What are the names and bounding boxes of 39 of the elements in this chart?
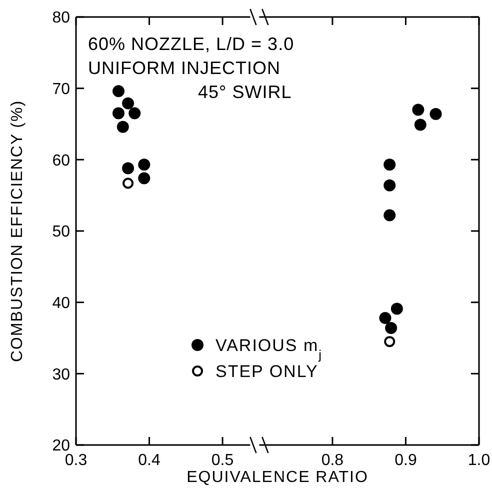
- y-tick-label: 50: [52, 224, 70, 241]
- y-tick-label: 40: [52, 294, 70, 312]
- annotation: 45° SWIRL: [198, 82, 292, 102]
- point: [128, 107, 141, 120]
- x-tick-label: 0.3: [64, 452, 88, 469]
- x-tick-label: 1.0: [468, 452, 490, 469]
- point: [122, 162, 134, 174]
- point: [112, 107, 124, 120]
- legend-label: STEP ONLY: [216, 362, 318, 381]
- x-axis-title: EQUIVALENCE RATIO: [186, 469, 368, 486]
- y-tick-label: 70: [52, 80, 70, 98]
- y-tick-label: 80: [52, 10, 70, 27]
- y-tick-label: 20: [52, 438, 70, 455]
- point: [384, 158, 396, 171]
- point: [112, 85, 124, 98]
- point: [384, 209, 396, 222]
- point: [384, 336, 396, 348]
- y-tick-label: 30: [52, 366, 70, 384]
- point: [414, 118, 426, 131]
- point: [384, 179, 396, 192]
- point: [122, 178, 134, 189]
- x-tick-label: 0.5: [211, 452, 234, 469]
- point: [412, 104, 424, 116]
- point: [430, 108, 442, 120]
- y-axis-title: COMBUSTION EFFICIENCY (%): [9, 100, 26, 362]
- point: [390, 302, 403, 315]
- legend-label: VARIOUS m$_{j}$: [216, 336, 322, 362]
- point: [116, 120, 129, 133]
- point: [379, 312, 392, 324]
- point: [122, 97, 134, 110]
- point: [138, 172, 150, 184]
- annotation: UNIFORM INJECTION: [88, 58, 280, 78]
- x-tick-label: 0.4: [138, 452, 160, 469]
- point: [138, 158, 150, 171]
- x-tick-label: 0.8: [321, 452, 344, 469]
- annotation: 60% NOZZLE, L/D = 3.0: [88, 34, 294, 54]
- x-tick-label: 0.9: [394, 452, 417, 469]
- y-tick-label: 60: [52, 152, 70, 170]
- point: [385, 322, 398, 334]
